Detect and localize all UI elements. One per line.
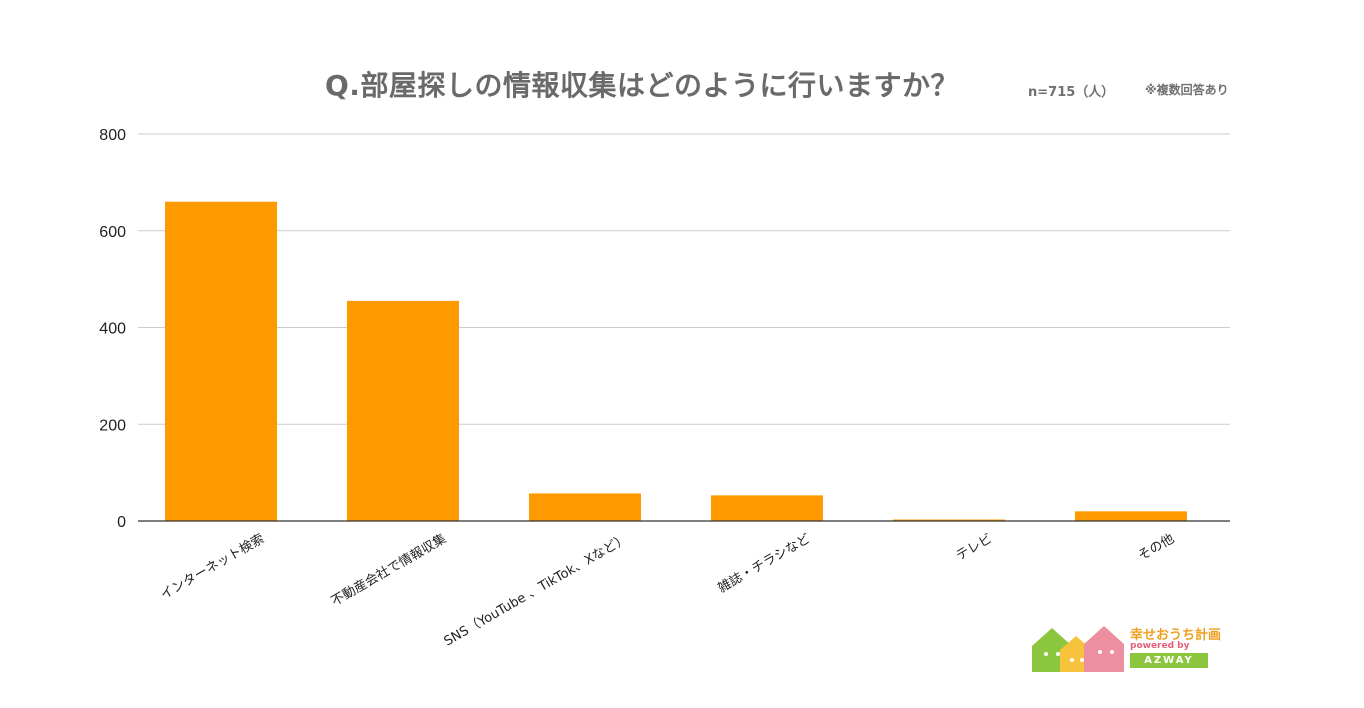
logo-powered-by: powered by [1130, 641, 1190, 651]
y-tick-label: 400 [99, 321, 126, 338]
x-tick-label: テレビ [954, 531, 995, 563]
x-tick-label: 雑誌・チラシなど [715, 531, 813, 597]
logo-name: 幸せおうち計画 [1130, 628, 1222, 643]
bar [1075, 511, 1187, 521]
bar [347, 300, 459, 521]
x-tick-label: SNS（YouTube 、TikTok、Xなど） [442, 531, 631, 649]
y-tick-label: 200 [99, 417, 126, 434]
bar [893, 519, 1005, 521]
multiple-answer-note: ※複数回答あり [1145, 83, 1229, 97]
y-tick-label: 800 [99, 127, 126, 144]
y-tick-label: 0 [117, 514, 126, 531]
x-tick-label: 不動産会社で情報収集 [328, 531, 449, 610]
bar [529, 493, 641, 521]
brand-logo: 幸せおうち計画 powered by AZWAY [1030, 620, 1230, 678]
x-tick-label: インターネット検索 [158, 531, 267, 602]
x-tick-label: その他 [1136, 531, 1177, 563]
logo-brand: AZWAY [1130, 653, 1208, 668]
chart-title: Q.部屋探しの情報収集はどのように行いますか？ [325, 69, 959, 102]
bar [165, 201, 277, 521]
sample-size-label: n=715（人） [1028, 85, 1115, 100]
house-logo-icon [1032, 626, 1124, 672]
bar [711, 495, 823, 521]
chart-header: Q.部屋探しの情報収集はどのように行いますか？ n=715（人） ※複数回答あり [0, 58, 1364, 108]
y-tick-label: 600 [99, 224, 126, 241]
